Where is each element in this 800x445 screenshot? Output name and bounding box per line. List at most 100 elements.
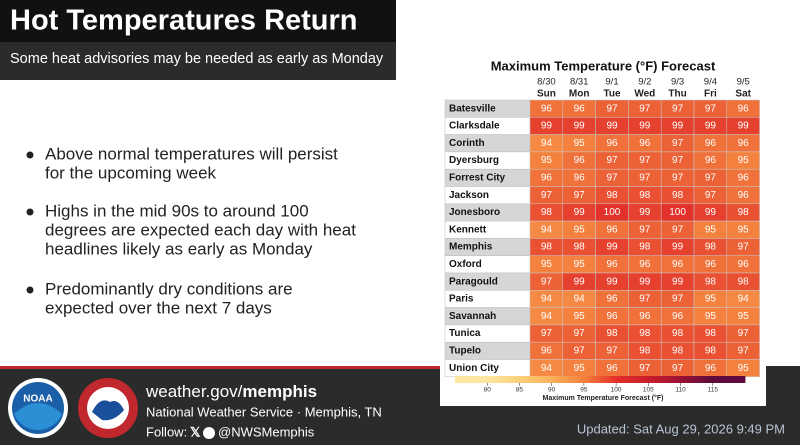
legend-swatch [738, 376, 743, 383]
social-handle: @NWSMemphis [218, 424, 315, 439]
column-day: Tue [603, 89, 620, 100]
temp-value: 97 [672, 172, 684, 183]
temp-value: 97 [639, 224, 651, 235]
temp-value: 99 [639, 207, 651, 218]
legend-swatch [490, 376, 495, 383]
bullet-dot [26, 286, 34, 294]
column-day: Wed [634, 89, 655, 100]
temp-value: 95 [738, 363, 750, 374]
temp-value: 98 [574, 242, 586, 253]
column-day: Sun [537, 89, 556, 100]
temp-value: 99 [606, 276, 618, 287]
temp-value: 98 [738, 207, 750, 218]
bullet-dot [26, 208, 34, 216]
city-name: Clarksdale [449, 121, 500, 132]
temp-value: 96 [738, 103, 750, 114]
temp-value: 100 [604, 207, 621, 218]
legend-swatch [645, 376, 649, 383]
temp-value: 94 [541, 224, 553, 235]
legend-swatch [516, 376, 520, 383]
temp-value: 95 [738, 155, 750, 166]
temp-value: 96 [705, 138, 717, 149]
office-name: National Weather Service · Memphis, TN [146, 404, 382, 419]
city-name: Tunica [449, 328, 481, 339]
legend-swatch [728, 376, 733, 383]
temp-value: 99 [606, 242, 618, 253]
temp-value: 98 [705, 328, 717, 339]
temp-value: 99 [574, 121, 586, 132]
legend-swatch [612, 376, 617, 383]
legend-swatch [635, 376, 640, 383]
legend-swatch [493, 376, 498, 383]
legend-swatch [464, 376, 469, 383]
temp-value: 97 [672, 224, 684, 235]
legend-swatch [732, 376, 736, 383]
facebook-icon [203, 427, 215, 439]
subtitle: Some heat advisories may be needed as ea… [10, 51, 384, 67]
legend-swatch [683, 376, 688, 383]
legend-swatch [661, 376, 665, 383]
logo-text: NOAA [23, 394, 52, 405]
temp-value: 94 [541, 294, 553, 305]
legend-swatch [477, 376, 482, 383]
legend-swatch [722, 376, 727, 383]
temp-value: 97 [738, 345, 750, 356]
column-date: 9/5 [737, 77, 750, 88]
legend-swatch [703, 376, 707, 383]
legend-swatch [664, 376, 669, 383]
temp-value: 100 [669, 207, 686, 218]
legend-swatch [648, 376, 652, 383]
legend-swatch [687, 376, 691, 383]
temp-value: 96 [639, 259, 651, 270]
temp-value: 97 [541, 190, 553, 201]
legend-swatch [455, 376, 459, 383]
legend-swatch [577, 376, 582, 383]
city-name: Corinth [449, 138, 485, 149]
temp-value: 99 [639, 276, 651, 287]
bullet-text: expected over the next 7 days [45, 298, 272, 317]
legend-swatch [670, 376, 675, 383]
temp-value: 96 [738, 259, 750, 270]
legend-swatch [558, 376, 562, 383]
legend-swatch [480, 376, 485, 383]
legend-swatch [496, 376, 501, 383]
legend-swatch [590, 376, 594, 383]
temp-value: 96 [738, 190, 750, 201]
bullet-text: for the upcoming week [45, 163, 217, 182]
bullet-text: Predominantly dry conditions are [45, 279, 293, 298]
temp-value: 96 [606, 259, 618, 270]
temp-value: 97 [574, 190, 586, 201]
temp-value: 96 [672, 259, 684, 270]
legend-title: Maximum Temperature Forecast (°F) [543, 394, 664, 402]
legend-swatch [548, 376, 553, 383]
temp-value: 97 [606, 345, 618, 356]
temp-value: 97 [541, 276, 553, 287]
legend-swatch [551, 376, 556, 383]
follow-label: Follow: [146, 424, 187, 439]
column-date: 8/31 [570, 77, 589, 88]
url-office: memphis [242, 382, 317, 401]
temp-value: 98 [705, 345, 717, 356]
temp-value: 97 [738, 328, 750, 339]
legend-swatch [596, 376, 601, 383]
legend-swatch [696, 376, 701, 383]
temp-value: 96 [705, 155, 717, 166]
legend-swatch [625, 376, 630, 383]
temp-value: 97 [606, 172, 618, 183]
temp-value: 94 [541, 138, 553, 149]
legend-swatch [680, 376, 685, 383]
city-name: Paris [449, 294, 474, 305]
temp-value: 98 [705, 242, 717, 253]
nws-logo [78, 378, 138, 438]
temp-value: 96 [541, 172, 553, 183]
column-day: Sat [735, 89, 751, 100]
legend-swatch [461, 376, 466, 383]
legend-swatch [458, 376, 462, 383]
temp-value: 97 [672, 103, 684, 114]
temp-value: 99 [541, 121, 553, 132]
legend-swatch [603, 376, 607, 383]
legend-swatch [609, 376, 614, 383]
url: weather.gov/memphis [145, 382, 317, 401]
temp-value: 97 [541, 328, 553, 339]
